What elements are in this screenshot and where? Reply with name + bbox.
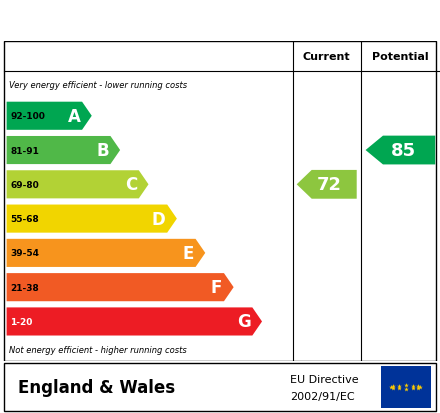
Text: C: C (125, 176, 137, 194)
Text: Potential: Potential (372, 52, 429, 62)
Polygon shape (7, 273, 234, 301)
Text: Energy Efficiency Rating: Energy Efficiency Rating (13, 11, 301, 31)
Text: Not energy efficient - higher running costs: Not energy efficient - higher running co… (9, 345, 187, 354)
Polygon shape (7, 102, 92, 131)
Text: B: B (96, 142, 109, 160)
Polygon shape (7, 137, 120, 165)
Text: 81-91: 81-91 (10, 146, 39, 155)
Text: England & Wales: England & Wales (18, 378, 175, 396)
Text: F: F (211, 278, 222, 297)
Polygon shape (7, 205, 177, 233)
Text: Very energy efficient - lower running costs: Very energy efficient - lower running co… (9, 81, 187, 90)
Text: 55-68: 55-68 (10, 215, 39, 223)
Text: E: E (183, 244, 194, 262)
Polygon shape (366, 136, 435, 165)
Text: 1-20: 1-20 (10, 317, 33, 326)
Polygon shape (7, 239, 205, 267)
Text: 85: 85 (391, 142, 416, 160)
Text: G: G (237, 313, 251, 331)
Text: Current: Current (303, 52, 351, 62)
Text: 39-54: 39-54 (10, 249, 39, 258)
Text: 2002/91/EC: 2002/91/EC (290, 392, 355, 401)
Text: 69-80: 69-80 (10, 180, 39, 189)
Polygon shape (7, 308, 262, 336)
Text: 92-100: 92-100 (10, 112, 45, 121)
Text: A: A (67, 107, 81, 126)
Polygon shape (297, 171, 357, 199)
Text: 72: 72 (317, 176, 342, 194)
Bar (381, 366, 431, 408)
Text: D: D (152, 210, 165, 228)
Text: EU Directive: EU Directive (290, 374, 359, 384)
Polygon shape (7, 171, 149, 199)
Text: 21-38: 21-38 (10, 283, 39, 292)
